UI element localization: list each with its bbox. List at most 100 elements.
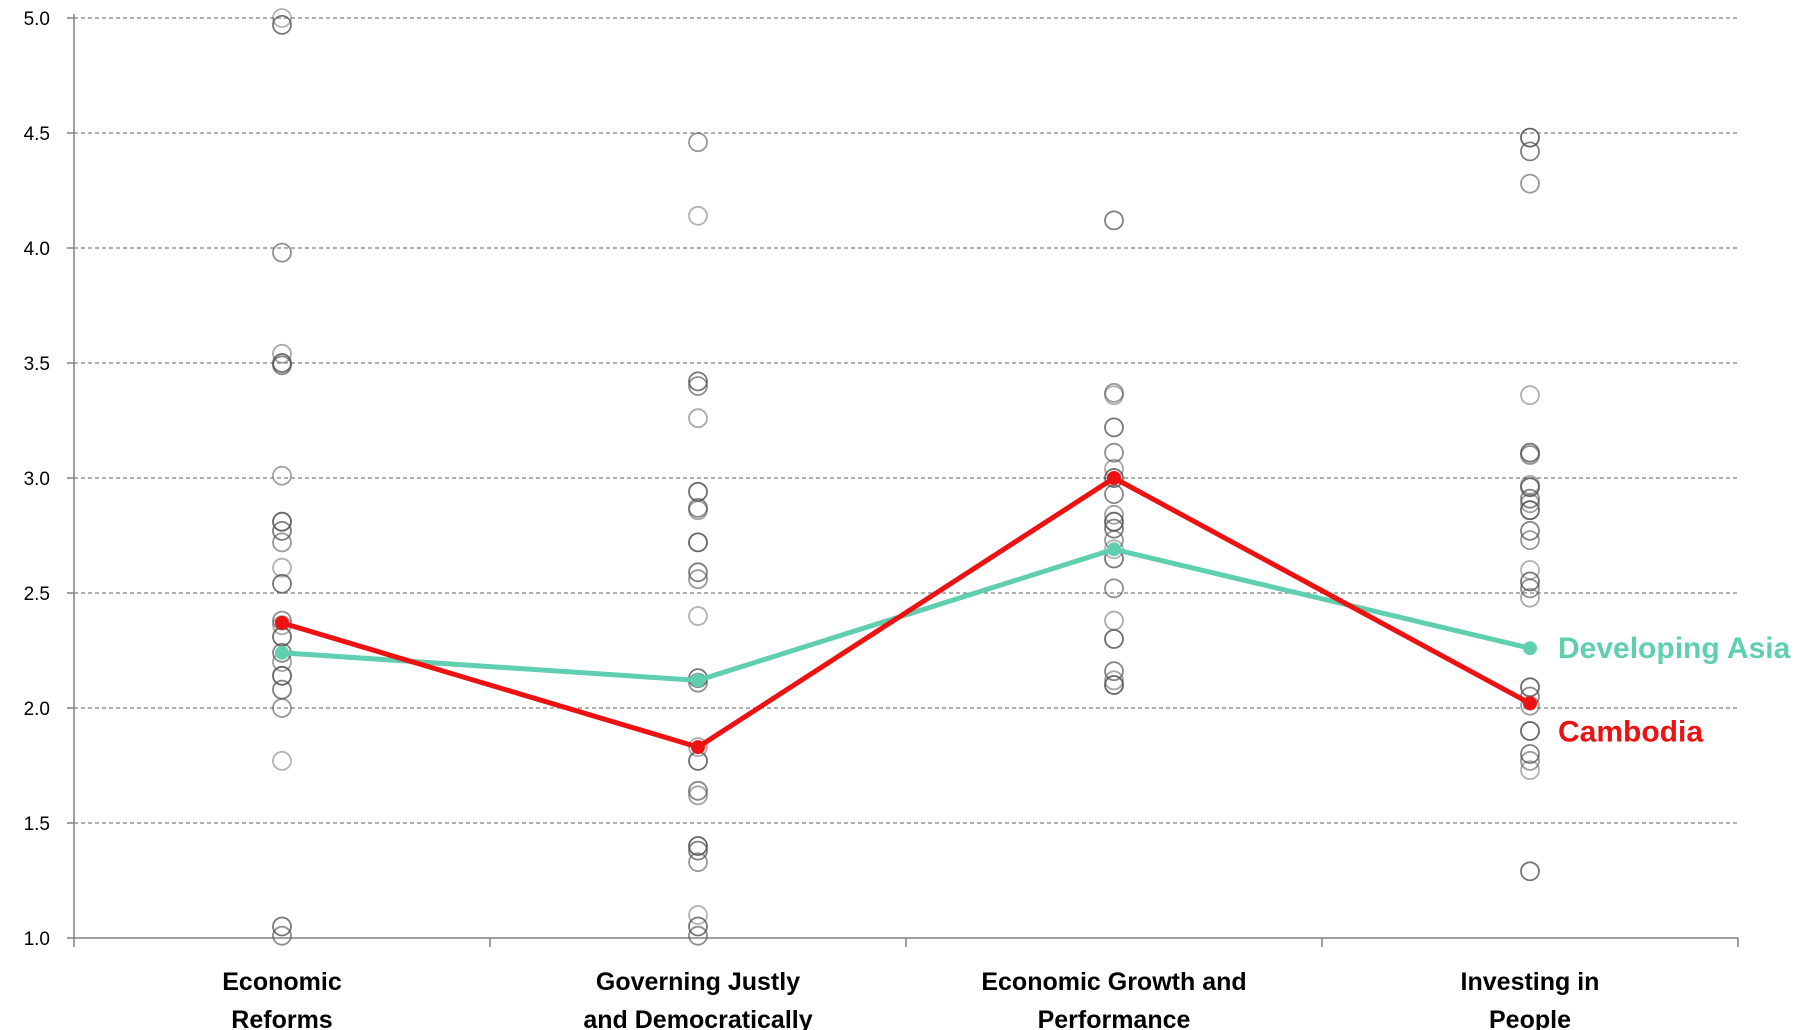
cambodia-marker	[275, 615, 289, 630]
category-label-line: Economic Growth and	[981, 968, 1246, 996]
y-tick-label: 1.0	[24, 929, 50, 950]
country-point	[1104, 578, 1124, 599]
country-point	[1104, 417, 1124, 438]
country-point	[1520, 578, 1540, 599]
country-point	[1104, 484, 1124, 505]
category-label-line: and Democratically	[583, 1006, 812, 1030]
country-point	[688, 840, 708, 861]
country-point	[1104, 385, 1124, 406]
category-label-line: People	[1489, 1006, 1571, 1030]
y-tick-label: 3.5	[24, 354, 50, 375]
country-point	[272, 8, 292, 28]
country-point	[272, 14, 292, 35]
category-label-line: Investing in	[1461, 968, 1600, 996]
cambodia-line	[281, 475, 1532, 750]
cambodia-marker	[1523, 696, 1537, 711]
country-point	[1520, 861, 1540, 882]
country-point	[1520, 571, 1540, 592]
country-point	[272, 343, 292, 364]
country-point	[688, 562, 708, 583]
cambodia-marker	[1107, 471, 1121, 485]
cambodia-marker	[691, 740, 705, 755]
country-point	[1104, 670, 1124, 691]
country-point	[688, 852, 708, 872]
y-tick-label: 2.0	[24, 699, 50, 720]
country-point	[1520, 493, 1540, 514]
country-point	[688, 500, 708, 521]
country-point	[1104, 504, 1124, 525]
country-point	[1520, 445, 1540, 465]
country-point	[1104, 675, 1124, 695]
y-tick-label: 1.5	[24, 814, 50, 835]
category-label: Economic Growth and Performance	[981, 968, 1246, 1030]
country-point	[272, 557, 292, 578]
country-point	[272, 751, 292, 771]
developing-asia-marker	[275, 645, 289, 660]
country-point	[272, 532, 292, 553]
y-tick-label: 4.0	[24, 239, 50, 260]
country-point	[1520, 385, 1540, 406]
developing-asia-marker	[1107, 542, 1121, 557]
country-point	[688, 785, 708, 806]
country-point	[688, 751, 708, 771]
country-point	[272, 521, 292, 541]
country-point	[688, 780, 708, 801]
country-point	[1520, 173, 1540, 194]
country-point	[272, 916, 292, 937]
country-point	[1520, 751, 1540, 771]
category-label-line: Economic	[222, 968, 342, 996]
country-point	[688, 925, 708, 946]
country-point	[272, 679, 292, 700]
country-point	[688, 376, 708, 396]
country-point	[688, 132, 708, 153]
series-label: Cambodia	[1558, 715, 1703, 748]
country-point	[1104, 661, 1124, 682]
y-tick-label: 5.0	[24, 9, 50, 30]
country-point	[1520, 141, 1540, 162]
country-point	[1520, 744, 1540, 764]
country-point	[1520, 587, 1540, 608]
country-point	[1104, 468, 1124, 488]
category-label: Economic Reforms	[222, 968, 342, 1030]
gridlines	[74, 17, 1738, 824]
country-point	[1104, 610, 1124, 631]
country-point	[1104, 518, 1124, 539]
country-point	[1104, 629, 1124, 649]
country-point	[1520, 530, 1540, 550]
country-point	[688, 836, 708, 856]
category-label-line: Reforms	[231, 1006, 332, 1030]
country-point	[272, 242, 292, 263]
category-label: Governing Justly and Democratically	[583, 968, 812, 1030]
country-point	[1520, 521, 1540, 541]
country-point	[272, 573, 292, 594]
country-point	[688, 916, 708, 937]
category-label-line: Governing Justly	[596, 968, 800, 996]
country-point	[272, 925, 292, 946]
country-point	[688, 737, 708, 757]
country-point	[272, 698, 292, 718]
y-axis-ticks: 1.0 1.5 2.0 2.5 3.0 3.5 4.0 4.5 5.0	[24, 9, 74, 950]
country-point	[688, 205, 708, 226]
y-tick-label: 4.5	[24, 124, 50, 145]
country-points	[272, 8, 1540, 946]
y-tick-label: 3.0	[24, 469, 50, 490]
category-label-line: Performance	[1038, 1006, 1191, 1030]
country-point	[272, 465, 292, 486]
country-point	[272, 355, 292, 376]
country-point	[688, 606, 708, 626]
country-point	[1520, 127, 1540, 148]
country-point	[1104, 382, 1124, 403]
country-point	[688, 408, 708, 429]
country-point	[272, 511, 292, 532]
series-label: Developing Asia	[1558, 632, 1791, 665]
country-point	[688, 569, 708, 590]
country-point	[272, 665, 292, 686]
series-lines	[275, 471, 1537, 755]
country-point	[1520, 500, 1540, 521]
country-point	[688, 371, 708, 392]
country-point	[1520, 477, 1540, 498]
axes	[73, 14, 1739, 947]
country-point	[688, 532, 708, 553]
developing-asia-marker	[1523, 641, 1537, 656]
